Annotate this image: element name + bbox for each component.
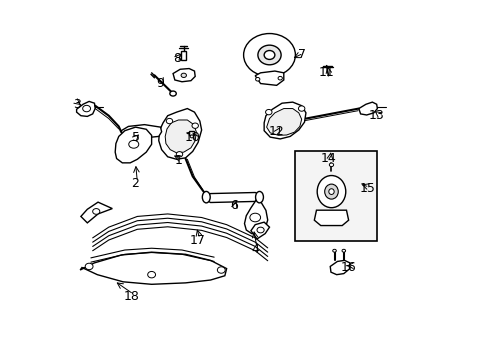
Ellipse shape [317, 176, 345, 208]
Ellipse shape [190, 135, 193, 138]
Ellipse shape [169, 91, 176, 96]
Text: 1: 1 [174, 154, 182, 167]
Text: 5: 5 [131, 131, 139, 144]
Text: 14: 14 [320, 152, 336, 165]
Ellipse shape [82, 105, 90, 112]
Polygon shape [205, 193, 260, 203]
Ellipse shape [341, 249, 345, 252]
Polygon shape [255, 71, 283, 85]
Ellipse shape [128, 140, 139, 148]
Polygon shape [121, 125, 162, 138]
Polygon shape [115, 127, 151, 163]
Polygon shape [266, 109, 301, 135]
Ellipse shape [298, 106, 304, 111]
Ellipse shape [328, 163, 333, 167]
Polygon shape [314, 210, 348, 226]
Ellipse shape [181, 73, 186, 77]
Text: 6: 6 [229, 199, 237, 212]
Polygon shape [77, 102, 95, 116]
Polygon shape [81, 202, 112, 223]
Text: 9: 9 [156, 77, 164, 90]
Text: 7: 7 [297, 49, 305, 62]
Text: 4: 4 [251, 243, 259, 256]
Ellipse shape [249, 213, 260, 222]
Ellipse shape [332, 249, 336, 252]
Ellipse shape [257, 227, 264, 233]
Text: 18: 18 [124, 289, 140, 303]
Text: 16: 16 [340, 261, 355, 274]
Text: 17: 17 [190, 234, 205, 247]
Text: 2: 2 [131, 177, 139, 190]
Ellipse shape [85, 263, 93, 270]
Text: 8: 8 [172, 52, 180, 65]
Ellipse shape [217, 267, 225, 273]
Polygon shape [165, 120, 196, 153]
Ellipse shape [265, 109, 271, 115]
Polygon shape [244, 198, 267, 234]
Text: 11: 11 [318, 66, 334, 79]
Polygon shape [264, 102, 305, 139]
Bar [294, 152, 376, 241]
Ellipse shape [328, 189, 333, 194]
Text: 13: 13 [368, 109, 384, 122]
Ellipse shape [255, 192, 263, 203]
Ellipse shape [93, 208, 100, 214]
Ellipse shape [278, 76, 282, 80]
Ellipse shape [202, 192, 210, 203]
Polygon shape [329, 260, 349, 275]
Ellipse shape [166, 118, 172, 124]
Polygon shape [189, 131, 193, 135]
Ellipse shape [176, 152, 183, 157]
Polygon shape [358, 102, 377, 115]
Ellipse shape [243, 33, 295, 76]
Ellipse shape [192, 123, 198, 129]
Text: 12: 12 [268, 125, 284, 138]
Polygon shape [80, 252, 226, 284]
Ellipse shape [324, 184, 338, 199]
Ellipse shape [255, 77, 259, 81]
Polygon shape [250, 222, 269, 239]
Ellipse shape [147, 271, 155, 278]
Polygon shape [173, 68, 195, 82]
Text: 10: 10 [184, 131, 200, 144]
Text: 3: 3 [73, 99, 81, 112]
Text: 15: 15 [359, 183, 375, 195]
Ellipse shape [257, 45, 281, 65]
Ellipse shape [264, 50, 274, 59]
Polygon shape [181, 51, 186, 60]
Polygon shape [159, 109, 201, 159]
